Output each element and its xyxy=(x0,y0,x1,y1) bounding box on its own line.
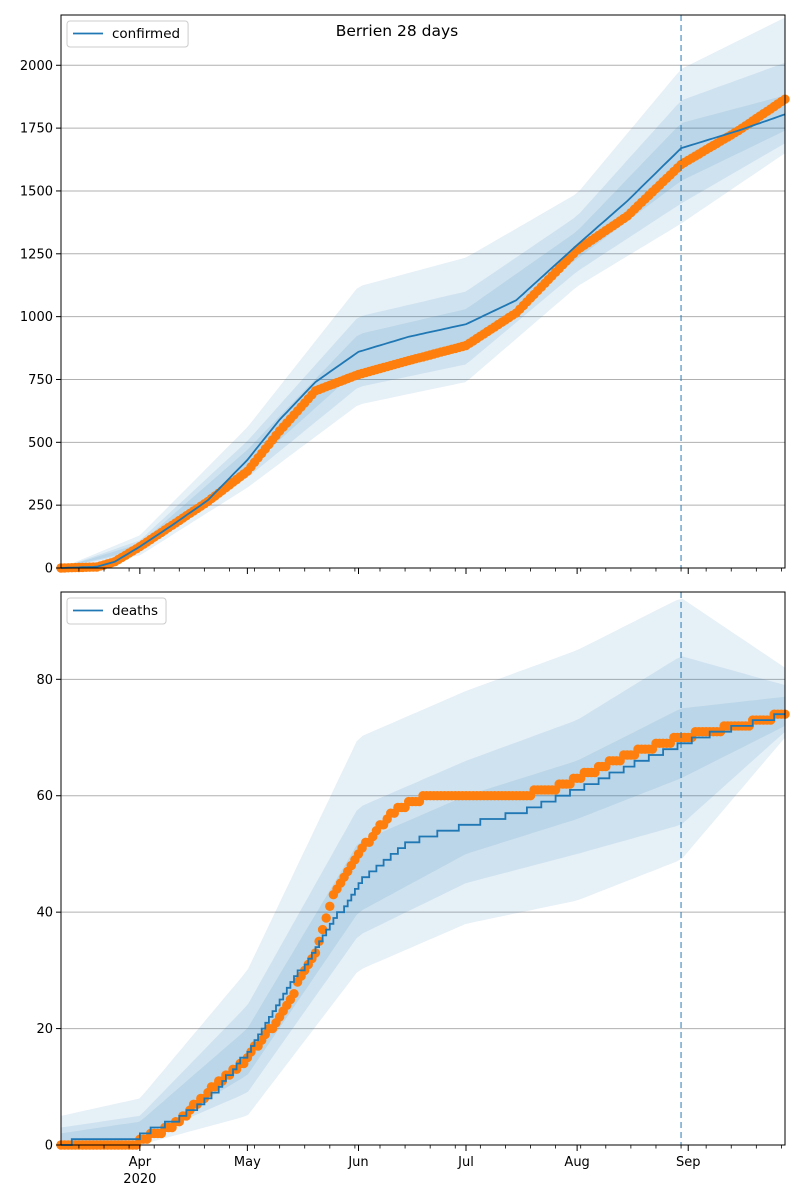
y-tick-label: 20 xyxy=(36,1022,53,1037)
deaths-x-axis: Apr 2020 May Jun Jul Aug Sep xyxy=(78,1145,782,1187)
confirmed-observed-points xyxy=(56,94,790,573)
confirmed-legend-box xyxy=(66,20,189,48)
y-tick-label: 1250 xyxy=(20,247,53,262)
deaths-panel: 0 20 40 60 80 Apr 2020 May Jun Jul Aug Sep deaths xyxy=(36,591,790,1187)
y-tick-label: 0 xyxy=(45,562,53,577)
uncertainty-band-3 xyxy=(61,696,785,1145)
y-tick-label: 250 xyxy=(28,499,53,514)
confirmed-model-line xyxy=(60,113,786,569)
uncertainty-band-1 xyxy=(61,17,785,568)
model-median-line xyxy=(60,113,786,569)
model-median-line xyxy=(61,713,785,1146)
confirmed-legend: confirmed xyxy=(66,20,189,48)
deaths-legend: deaths xyxy=(66,597,167,625)
y-tick-label: 1750 xyxy=(20,122,53,137)
uncertainty-band-2 xyxy=(61,62,785,569)
deaths-observed-points xyxy=(56,709,790,1150)
observed-point xyxy=(289,989,299,999)
confirmed-uncertainty-bands xyxy=(61,17,785,569)
x-tick-label: Jun xyxy=(347,1155,368,1170)
y-tick-label: 750 xyxy=(28,373,53,388)
uncertainty-band-3 xyxy=(61,95,785,569)
deaths-legend-box xyxy=(66,597,167,625)
chart-title: Berrien 28 days xyxy=(336,22,458,40)
y-tick-label: 1000 xyxy=(20,310,53,325)
y-tick-label: 60 xyxy=(36,789,53,804)
x-tick-sublabel: 2020 xyxy=(123,1172,156,1187)
y-tick-label: 40 xyxy=(36,906,53,921)
confirmed-legend-label: confirmed xyxy=(112,26,180,42)
x-tick-label: Aug xyxy=(564,1155,589,1170)
y-tick-label: 2000 xyxy=(20,59,53,74)
confirmed-panel: 0 250 500 750 1000 1250 1500 1750 2000 confirmed… xyxy=(20,14,790,577)
deaths-model-line xyxy=(61,713,785,1146)
deaths-y-axis: 0 20 40 60 80 xyxy=(36,673,61,1154)
y-tick-label: 500 xyxy=(28,436,53,451)
x-tick-label: May xyxy=(234,1155,261,1170)
deaths-legend-label: deaths xyxy=(112,603,158,619)
observed-point xyxy=(325,901,335,911)
deaths-axes-frame xyxy=(60,591,786,1146)
y-tick-label: 0 xyxy=(45,1139,53,1154)
uncertainty-band-1 xyxy=(61,598,785,1145)
confirmed-x-axis xyxy=(78,568,782,574)
x-tick-label: Jul xyxy=(457,1155,474,1170)
x-tick-label: Sep xyxy=(676,1155,701,1170)
confirmed-axes-frame xyxy=(60,14,786,569)
x-tick-label: Apr xyxy=(129,1155,152,1170)
observed-point xyxy=(317,924,328,935)
confirmed-y-axis: 0 250 500 750 1000 1250 1500 1750 2000 xyxy=(20,59,61,577)
y-tick-label: 1500 xyxy=(20,184,53,199)
y-tick-label: 80 xyxy=(36,673,53,688)
observed-point xyxy=(321,913,331,923)
